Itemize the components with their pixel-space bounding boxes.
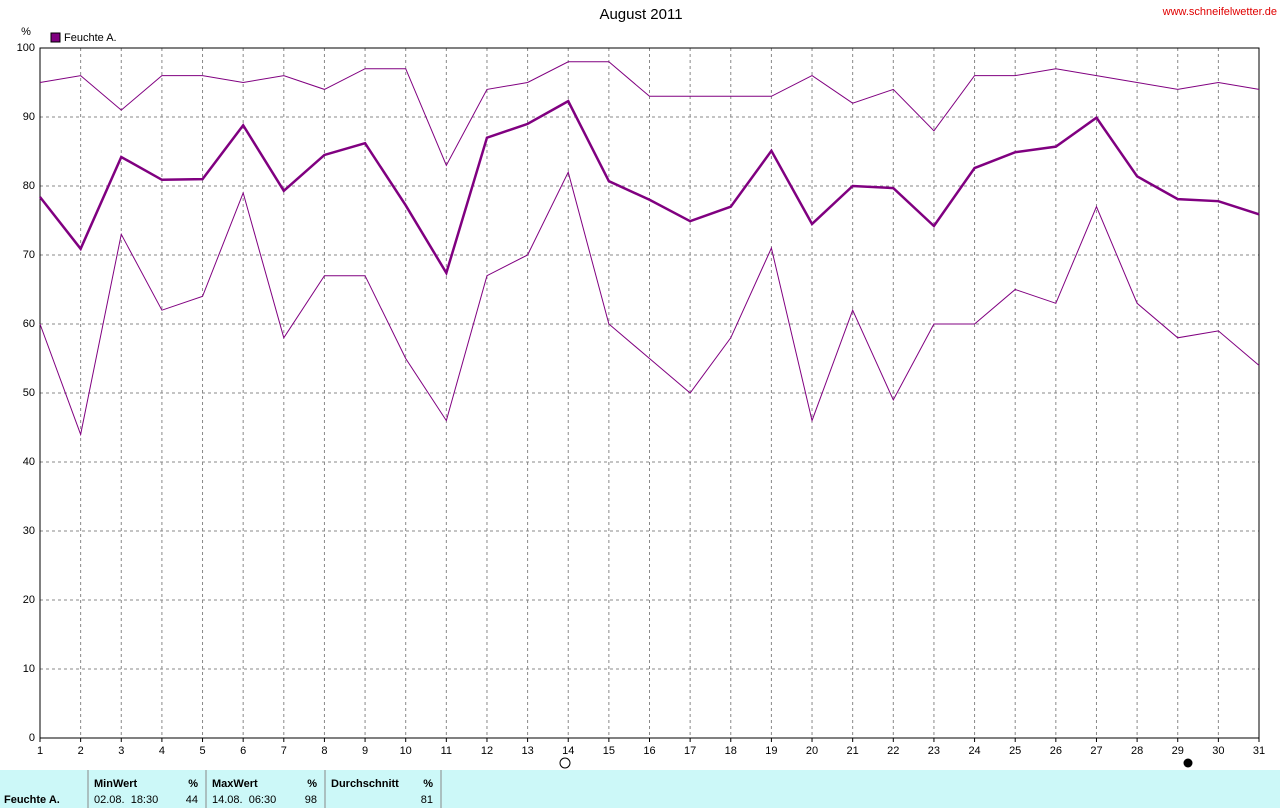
x-tick-label: 28 [1131,745,1143,757]
table-value: 44 [186,794,198,806]
x-tick-label: 3 [118,745,124,757]
x-tick-label: 14 [562,745,574,757]
table-row-label: Feuchte A. [4,794,60,806]
y-tick-label: 30 [23,525,35,537]
y-tick-label: 80 [23,180,35,192]
plot-frame [39,47,1260,739]
table-time: 02.08. 18:30 [94,794,158,806]
x-tick-label: 19 [765,745,777,757]
x-tick-label: 30 [1212,745,1224,757]
x-tick-label: 4 [159,745,165,757]
x-tick-label: 8 [321,745,327,757]
x-tick-label: 1 [37,745,43,757]
legend-label: Feuchte A. [64,32,117,44]
x-tick-label: 5 [199,745,205,757]
y-tick-label: 100 [17,42,35,54]
x-tick-label: 21 [847,745,859,757]
table-value: 98 [305,794,317,806]
x-tick-label: 25 [1009,745,1021,757]
new-moon-icon [1183,758,1193,768]
x-tick-label: 23 [928,745,940,757]
x-tick-label: 17 [684,745,696,757]
x-tick-label: 22 [887,745,899,757]
x-tick-label: 6 [240,745,246,757]
table-header: Durchschnitt [331,778,399,790]
x-tick-label: 11 [441,745,452,757]
table-header: MaxWert [212,778,258,790]
table-unit: % [307,778,317,790]
source: www.schneifelwetter.de [1162,6,1277,18]
chart-title: August 2011 [599,6,682,23]
full-moon-icon [559,757,571,769]
x-tick-label: 20 [806,745,818,757]
x-tick-label: 15 [603,745,615,757]
summary-table: Feuchte A. MinWert % 02.08. 18:30 44 MaxWert… [4,770,442,808]
x-tick-label: 12 [481,745,493,757]
y-tick-label: 0 [29,732,35,744]
table-unit: % [188,778,198,790]
x-tick-label: 2 [78,745,84,757]
y-tick-label: 60 [23,318,35,330]
x-tick-label: 27 [1090,745,1102,757]
table-unit: % [423,778,433,790]
legend-swatch [50,32,61,43]
x-tick-label: 29 [1172,745,1184,757]
x-tick-label: 9 [362,745,368,757]
y-tick-label: 70 [23,249,35,261]
y-tick-label: 20 [23,594,35,606]
x-tick-label: 26 [1050,745,1062,757]
y-tick-label: 50 [23,387,35,399]
y-unit: % [21,26,31,38]
series-line [39,170,1260,437]
x-tick-label: 24 [968,745,980,757]
table-value: 81 [421,794,433,806]
x-tick-label: 31 [1253,745,1265,757]
y-tick-label: 40 [23,456,35,468]
x-tick-label: 16 [643,745,655,757]
table-background [0,770,1280,808]
y-tick-label: 90 [23,111,35,123]
x-tick-label: 10 [400,745,412,757]
series-line [39,99,1260,277]
x-tick-label: 13 [521,745,533,757]
x-tick-label: 18 [725,745,737,757]
series-line [39,61,1260,167]
y-tick-label: 10 [23,663,35,675]
table-time: 14.08. 06:30 [212,794,276,806]
x-tick-label: 7 [281,745,287,757]
table-header: MinWert [94,778,138,790]
